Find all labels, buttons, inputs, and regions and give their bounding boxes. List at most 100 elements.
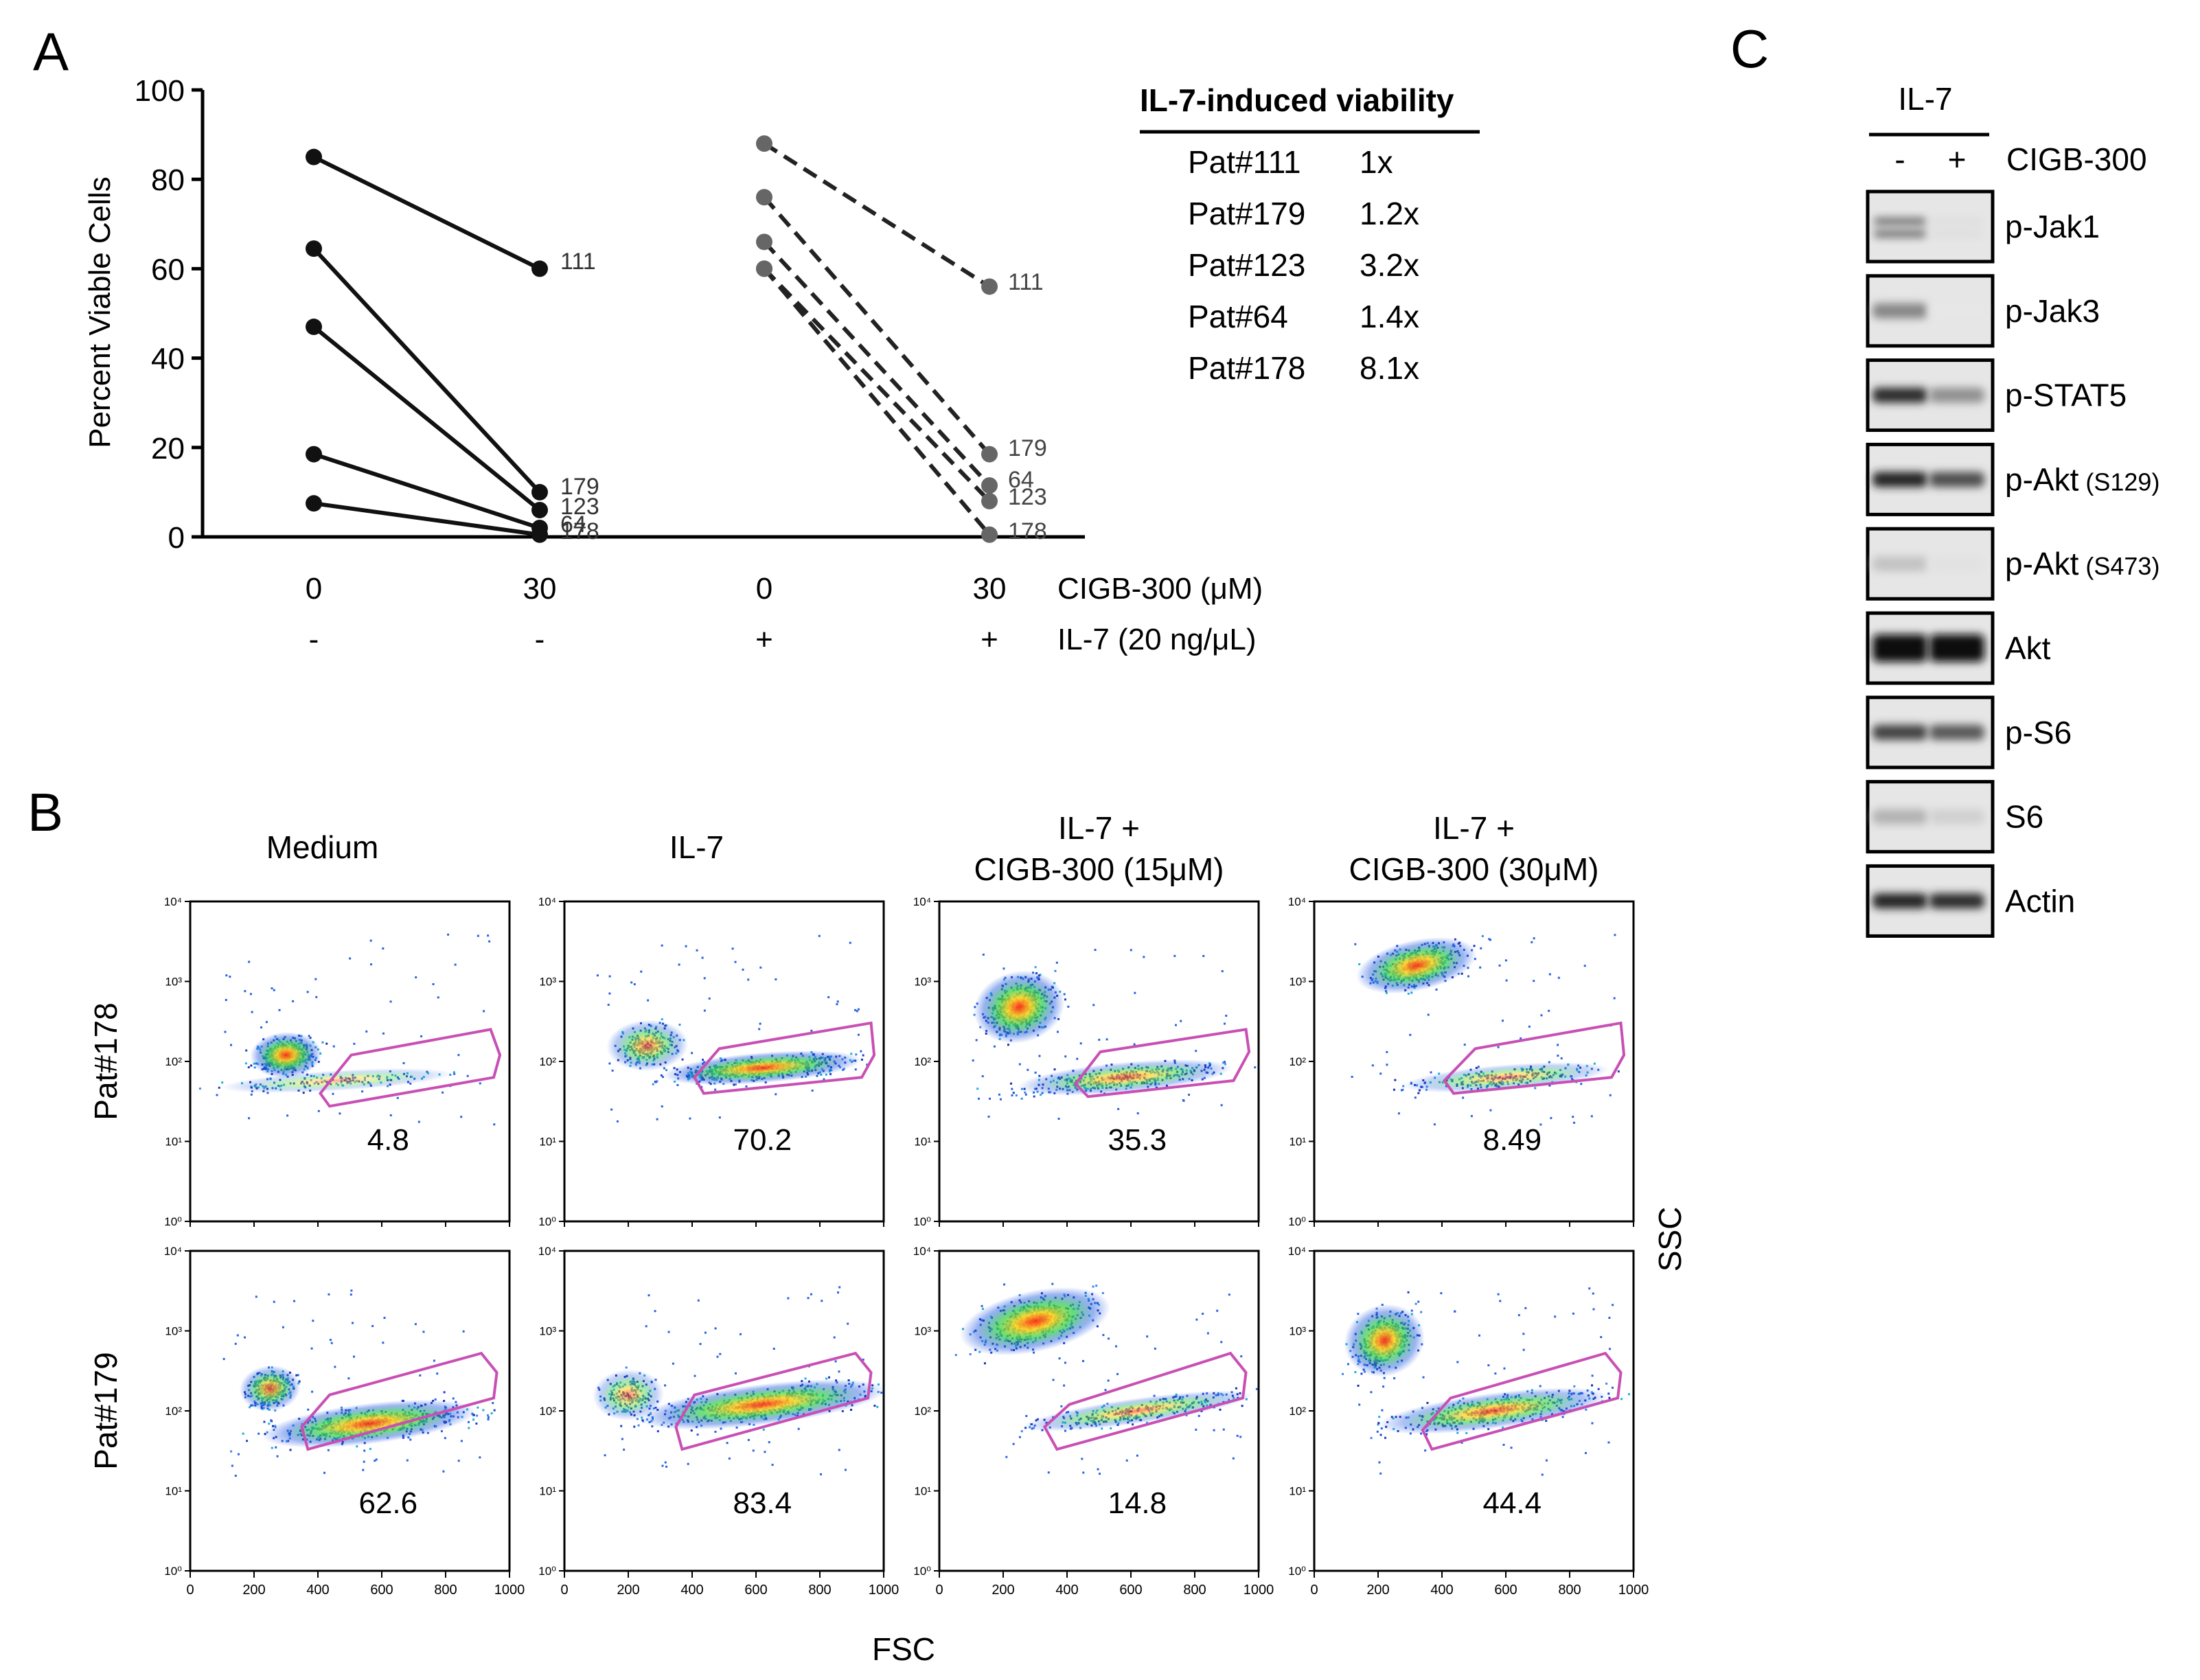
event-dot (477, 1406, 479, 1409)
event-dot (681, 1058, 684, 1061)
event-dot (347, 1377, 350, 1380)
event-dot (1583, 965, 1586, 967)
event-dot (271, 987, 273, 990)
event-dot (647, 999, 650, 1002)
event-dot (633, 1425, 636, 1428)
event-dot (420, 1035, 423, 1037)
viability-axes (200, 90, 1085, 539)
y-tick-label: 10¹ (539, 1485, 556, 1498)
event-dot (708, 997, 711, 1000)
event-dot (417, 1120, 420, 1123)
event-dot (462, 1330, 465, 1333)
series-line-medium-178 (313, 501, 540, 537)
event-dot (656, 1080, 658, 1083)
event-dot (229, 976, 231, 978)
y-tick-label: 10³ (539, 976, 556, 989)
event-dot (656, 1118, 658, 1120)
event-dot (1007, 1044, 1009, 1046)
column-header: IL-7 + (1433, 810, 1515, 846)
event-dot (482, 1409, 485, 1412)
event-dot (1489, 1109, 1492, 1112)
x-label-dose: 30 (973, 572, 1007, 606)
event-dot (218, 1086, 220, 1089)
event-dot (231, 1464, 233, 1467)
event-dot (248, 960, 251, 963)
event-dot (370, 963, 373, 966)
gate-percentage: 83.4 (733, 1486, 792, 1520)
event-dot (356, 1445, 358, 1448)
event-dot (1033, 1095, 1035, 1098)
event-dot (276, 1455, 279, 1458)
event-dot (286, 1114, 289, 1117)
event-dot (862, 1054, 864, 1057)
event-dot (275, 1446, 277, 1449)
event-dot (460, 1440, 463, 1442)
event-dot (365, 1030, 368, 1033)
patient-end-label: 111 (560, 249, 596, 275)
series-line-il7-111 (763, 141, 991, 288)
event-dot (317, 1109, 320, 1112)
viable-gate (674, 1351, 873, 1451)
event-dot (222, 1357, 225, 1360)
event-dot (1467, 975, 1470, 978)
density-core (1402, 1062, 1609, 1093)
event-dot (1573, 1121, 1576, 1124)
event-dot (382, 947, 385, 950)
event-dot (1024, 1091, 1027, 1094)
event-dot (248, 1117, 251, 1120)
y-tick-label: 10¹ (539, 1136, 556, 1149)
event-dot (1079, 1042, 1082, 1045)
event-dot (797, 1427, 800, 1430)
table-patient: Pat#123 (1188, 247, 1305, 283)
x-tick-label: 1000 (1244, 1583, 1274, 1598)
event-dot (747, 1438, 750, 1441)
event-dot (876, 1405, 879, 1408)
data-point (981, 446, 998, 463)
x-tick-label: 600 (370, 1583, 393, 1598)
event-dot (468, 1420, 470, 1423)
event-dot (443, 1391, 446, 1394)
y-tick-label: 10¹ (914, 1136, 931, 1149)
event-dot (1394, 1079, 1397, 1081)
viable-gate (300, 1351, 499, 1451)
event-dot (661, 1464, 664, 1467)
event-dot (1560, 1057, 1563, 1060)
event-dot (596, 974, 599, 977)
event-dot (719, 1353, 722, 1355)
y-tick-label: 10⁰ (538, 1565, 556, 1578)
event-dot (676, 1083, 679, 1086)
gate-percentage: 8.49 (1482, 1123, 1542, 1157)
event-dot (1489, 939, 1492, 941)
event-dot (1024, 1093, 1027, 1096)
event-dot (1195, 1050, 1198, 1052)
cigb-row-label: CIGB-300 (μM) (1057, 572, 1263, 606)
event-dot (278, 1009, 281, 1011)
y-tick-label: 10⁰ (913, 1565, 931, 1578)
event-dot (1407, 992, 1410, 995)
y-tick-label: 20 (151, 432, 185, 465)
y-tick-label: 0 (168, 521, 185, 555)
event-dot (369, 1447, 371, 1450)
data-point (306, 446, 322, 463)
event-dot (1223, 1061, 1226, 1063)
event-dot (1254, 1066, 1257, 1069)
viable-gate (692, 1021, 876, 1095)
event-dot (1501, 1020, 1504, 1022)
x-label-il7: + (755, 623, 773, 656)
series-line-il7-178 (762, 267, 992, 536)
event-dot (1550, 1117, 1552, 1120)
event-dot (1505, 979, 1508, 982)
patient-end-label: 123 (1008, 484, 1047, 510)
column-header: CIGB-300 (30μM) (1349, 851, 1599, 887)
viable-gate (1073, 1028, 1251, 1098)
event-dot (422, 1331, 425, 1333)
event-dot (221, 1081, 224, 1084)
event-dot (1143, 956, 1145, 958)
event-dot (1105, 1038, 1108, 1041)
y-tick-label: 10² (1289, 1055, 1306, 1068)
event-dot (847, 1322, 849, 1325)
event-dot (703, 977, 706, 980)
data-point (981, 492, 998, 509)
event-dot (349, 957, 352, 960)
